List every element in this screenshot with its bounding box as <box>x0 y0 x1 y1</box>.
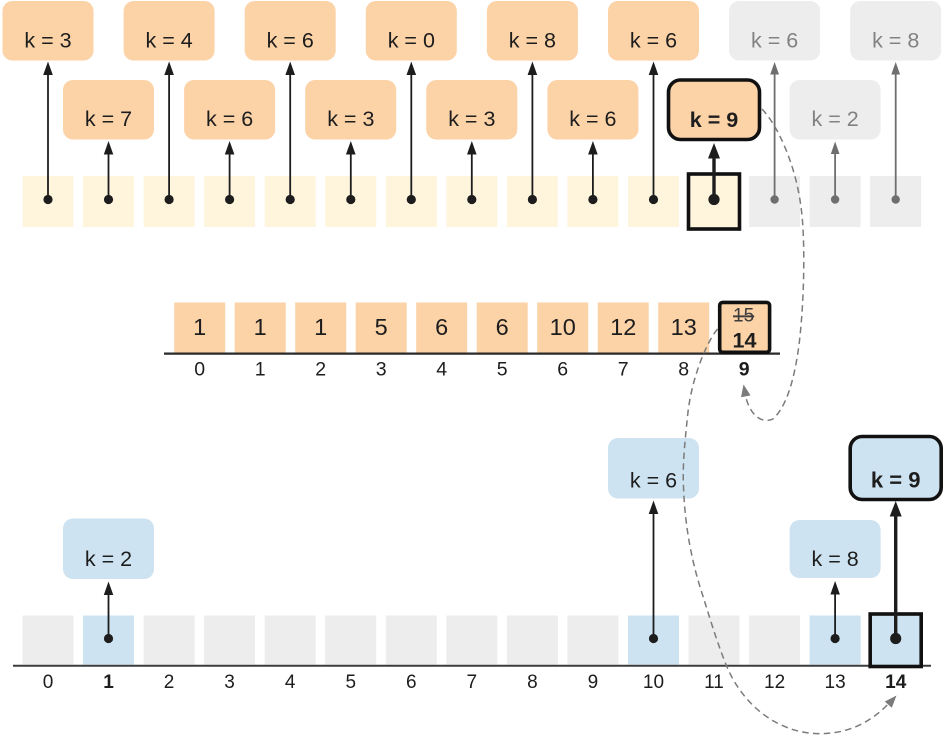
svg-text:k = 7: k = 7 <box>85 107 132 131</box>
svg-text:k = 6: k = 6 <box>569 107 616 131</box>
svg-text:k = 6: k = 6 <box>267 28 314 52</box>
svg-text:k = 9: k = 9 <box>871 468 921 493</box>
svg-text:1: 1 <box>254 314 267 340</box>
svg-text:k = 3: k = 3 <box>327 107 374 131</box>
svg-text:5: 5 <box>375 314 388 340</box>
svg-text:k = 3: k = 3 <box>24 28 71 52</box>
svg-text:6: 6 <box>435 314 448 340</box>
svg-text:1: 1 <box>193 314 206 340</box>
svg-text:14: 14 <box>733 329 757 353</box>
svg-text:k = 3: k = 3 <box>448 107 495 131</box>
svg-text:6: 6 <box>557 359 568 381</box>
svg-text:k = 6: k = 6 <box>751 28 798 52</box>
svg-text:k = 4: k = 4 <box>145 28 192 52</box>
svg-text:1: 1 <box>314 314 327 340</box>
svg-text:6: 6 <box>406 672 417 693</box>
svg-text:13: 13 <box>671 314 697 340</box>
svg-text:k = 6: k = 6 <box>206 107 253 131</box>
svg-text:1: 1 <box>103 672 114 693</box>
svg-text:k = 6: k = 6 <box>630 469 677 493</box>
svg-text:5: 5 <box>497 359 508 381</box>
svg-text:4: 4 <box>285 672 296 693</box>
svg-text:9: 9 <box>739 359 750 381</box>
svg-text:13: 13 <box>825 672 846 693</box>
svg-text:k = 8: k = 8 <box>509 28 556 52</box>
svg-text:12: 12 <box>764 672 785 693</box>
svg-text:11: 11 <box>704 672 724 693</box>
svg-text:9: 9 <box>588 672 599 693</box>
svg-text:k = 2: k = 2 <box>811 107 858 131</box>
svg-text:10: 10 <box>550 314 576 340</box>
svg-text:3: 3 <box>224 672 235 693</box>
svg-text:2: 2 <box>164 672 175 693</box>
svg-text:k = 8: k = 8 <box>872 28 919 52</box>
svg-text:5: 5 <box>346 672 357 693</box>
svg-text:k = 6: k = 6 <box>630 28 677 52</box>
svg-text:8: 8 <box>527 672 538 693</box>
svg-text:7: 7 <box>618 359 629 381</box>
svg-text:15: 15 <box>733 306 754 327</box>
svg-text:14: 14 <box>885 672 907 693</box>
svg-text:6: 6 <box>496 314 509 340</box>
svg-text:k = 2: k = 2 <box>85 547 132 571</box>
svg-text:7: 7 <box>467 672 478 693</box>
svg-text:k = 0: k = 0 <box>388 28 435 52</box>
svg-text:k = 9: k = 9 <box>690 108 738 132</box>
svg-text:3: 3 <box>376 359 387 381</box>
svg-text:2: 2 <box>315 359 326 381</box>
svg-text:0: 0 <box>43 672 54 693</box>
svg-text:0: 0 <box>194 359 205 381</box>
svg-text:12: 12 <box>610 314 636 340</box>
svg-text:10: 10 <box>643 672 664 693</box>
svg-text:8: 8 <box>678 359 689 381</box>
svg-text:k = 8: k = 8 <box>811 547 858 571</box>
svg-text:4: 4 <box>436 359 447 381</box>
svg-text:1: 1 <box>255 359 266 381</box>
